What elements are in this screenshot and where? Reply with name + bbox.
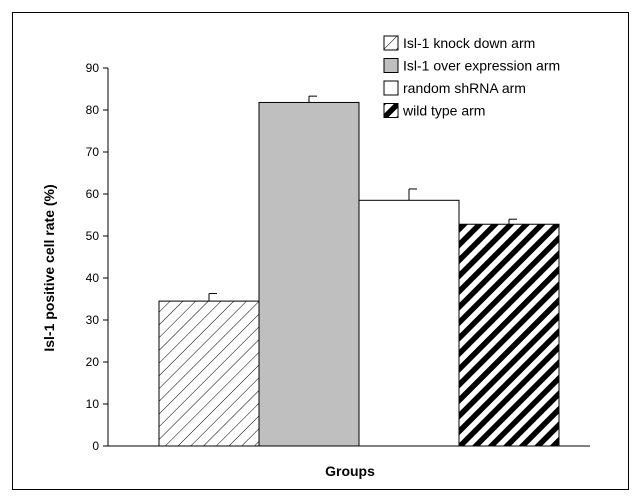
bars [158,95,560,447]
legend-swatch [383,58,399,73]
y-tick-label: 0 [92,439,99,453]
y-tick-label: 70 [86,145,100,159]
y-tick-label: 50 [86,229,100,243]
bar [358,199,460,447]
y-tick-label: 20 [86,355,100,369]
bar [258,101,360,447]
y-tick-label: 40 [86,271,100,285]
y-tick-label: 80 [86,103,100,117]
y-tick-label: 10 [86,397,100,411]
legend-swatch [383,103,399,118]
bar [158,300,260,447]
y-tick-label: 60 [86,187,100,201]
y-axis-title: Isl-1 positive cell rate (%) [41,184,57,351]
legend-label: Isl-1 knock down arm [403,35,535,51]
y-tick-label: 90 [86,61,100,75]
legend-label: wild type arm [402,103,485,119]
legend-label: Isl-1 over expression arm [403,58,560,74]
bar [458,223,560,447]
x-axis-title: Groups [325,463,375,479]
legend-swatch [383,80,399,96]
legend-swatch [383,35,399,51]
legend: Isl-1 knock down arm Isl-1 over expressio… [383,35,560,119]
y-tick-label: 30 [86,313,100,327]
legend-label: random shRNA arm [403,80,526,96]
